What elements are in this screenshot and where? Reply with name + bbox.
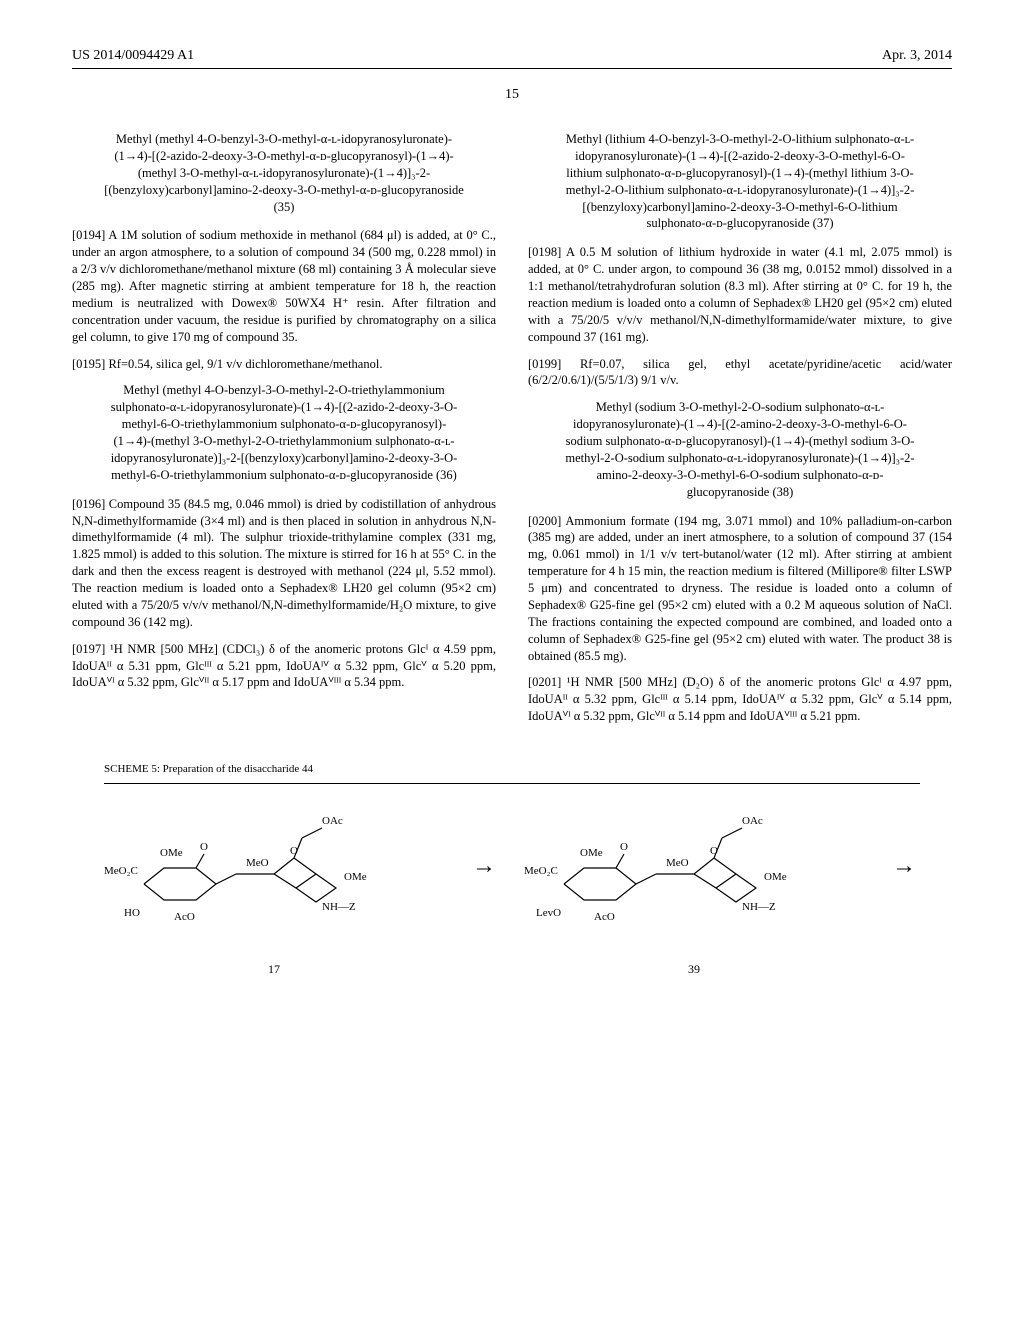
lbl-o-right-39: O (710, 845, 718, 857)
lbl-meo: MeO (246, 857, 269, 869)
header-rule (72, 68, 952, 69)
lbl-meo2c: MeO₂C (104, 865, 138, 877)
compound-36-title: Methyl (methyl 4-O-benzyl-3-O-methyl-2-O… (104, 382, 464, 483)
para-0194: [0194] A 1M solution of sodium methoxide… (72, 227, 496, 345)
lbl-ome1-39: OMe (580, 847, 603, 859)
two-column-layout: Methyl (methyl 4-O-benzyl-3-O-methyl-α-ʟ… (72, 127, 952, 735)
lbl-meo-39: MeO (666, 857, 689, 869)
lbl-ome1: OMe (160, 847, 183, 859)
compound-39-number: 39 (524, 962, 864, 977)
scheme-5-structures: OMe MeO₂C O HO AcO OAc MeO O OMe NH—Z 17… (104, 796, 920, 977)
lbl-o-left-39: O (620, 841, 628, 853)
lbl-ome2: OMe (344, 871, 367, 883)
compound-17-svg: OMe MeO₂C O HO AcO OAc MeO O OMe NH—Z (104, 796, 444, 956)
lbl-aco: AcO (174, 911, 195, 923)
lbl-oac: OAc (322, 815, 343, 827)
patent-page: US 2014/0094429 A1 Apr. 3, 2014 15 Methy… (0, 0, 1024, 1017)
reaction-arrow-1: → (468, 853, 500, 920)
compound-35-title: Methyl (methyl 4-O-benzyl-3-O-methyl-α-ʟ… (104, 131, 464, 215)
para-0201: [0201] ¹H NMR [500 MHz] (D₂O) δ of the a… (528, 674, 952, 725)
scheme-5-caption: SCHEME 5: Preparation of the disaccharid… (104, 763, 952, 775)
lbl-nhz-39: NH—Z (742, 901, 776, 913)
para-0199: [0199] Rf=0.07, silica gel, ethyl acetat… (528, 356, 952, 390)
lbl-aco-39: AcO (594, 911, 615, 923)
lbl-levo: LevO (536, 907, 561, 919)
para-0196: [0196] Compound 35 (84.5 mg, 0.046 mmol)… (72, 496, 496, 631)
lbl-ome2-39: OMe (764, 871, 787, 883)
publication-number: US 2014/0094429 A1 (72, 48, 194, 64)
compound-17-structure: OMe MeO₂C O HO AcO OAc MeO O OMe NH—Z 17 (104, 796, 444, 977)
lbl-o-right: O (290, 845, 298, 857)
reaction-arrow-2: → (888, 853, 920, 920)
page-header: US 2014/0094429 A1 Apr. 3, 2014 (72, 48, 952, 64)
para-0200: [0200] Ammonium formate (194 mg, 3.071 m… (528, 513, 952, 665)
para-0197: [0197] ¹H NMR [500 MHz] (CDCl₃) δ of the… (72, 641, 496, 692)
lbl-nhz: NH—Z (322, 901, 356, 913)
lbl-ho: HO (124, 907, 140, 919)
compound-38-title: Methyl (sodium 3-O-methyl-2-O-sodium sul… (560, 399, 920, 500)
compound-37-title: Methyl (lithium 4-O-benzyl-3-O-methyl-2-… (560, 131, 920, 232)
page-number: 15 (72, 87, 952, 103)
para-0198: [0198] A 0.5 M solution of lithium hydro… (528, 244, 952, 345)
scheme-5-box: OMe MeO₂C O HO AcO OAc MeO O OMe NH—Z 17… (104, 783, 920, 977)
lbl-meo2c-39: MeO₂C (524, 865, 558, 877)
compound-39-structure: OMe MeO₂C O LevO AcO OAc MeO O OMe NH—Z … (524, 796, 864, 977)
left-column: Methyl (methyl 4-O-benzyl-3-O-methyl-α-ʟ… (72, 127, 496, 735)
compound-17-number: 17 (104, 962, 444, 977)
right-column: Methyl (lithium 4-O-benzyl-3-O-methyl-2-… (528, 127, 952, 735)
lbl-oac-39: OAc (742, 815, 763, 827)
publication-date: Apr. 3, 2014 (882, 48, 952, 64)
para-0195: [0195] Rf=0.54, silica gel, 9/1 v/v dich… (72, 356, 496, 373)
lbl-o-left: O (200, 841, 208, 853)
compound-39-svg: OMe MeO₂C O LevO AcO OAc MeO O OMe NH—Z (524, 796, 864, 956)
